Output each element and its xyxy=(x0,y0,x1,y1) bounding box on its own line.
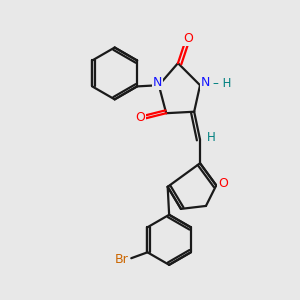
Text: – H: – H xyxy=(213,77,231,90)
Text: O: O xyxy=(218,177,228,190)
Text: Br: Br xyxy=(115,253,129,266)
Text: O: O xyxy=(183,32,193,45)
Text: N: N xyxy=(201,76,210,89)
Text: N: N xyxy=(153,76,162,89)
Text: O: O xyxy=(135,111,145,124)
Text: H: H xyxy=(207,131,216,144)
